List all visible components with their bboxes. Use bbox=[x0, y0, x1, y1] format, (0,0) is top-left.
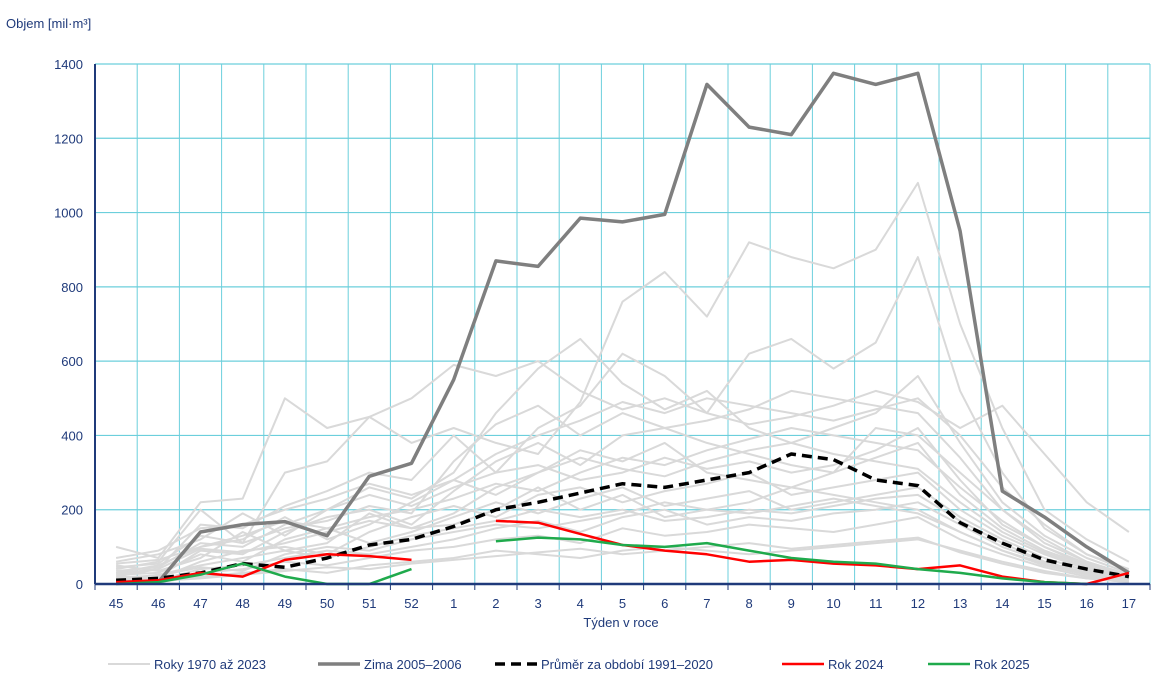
series-line-prumer bbox=[116, 452, 1130, 583]
y-tick-labels: 0 200 400 600 800 1000 1200 1400 bbox=[54, 57, 83, 592]
history-line-2 bbox=[115, 181, 1130, 571]
y-axis-title: Objem [mil·m³] bbox=[6, 16, 91, 31]
x-tick-label: 6 bbox=[661, 596, 668, 611]
y-tick-label: 1000 bbox=[54, 206, 83, 221]
x-tick-label: 49 bbox=[278, 596, 292, 611]
history-line-3 bbox=[115, 256, 1130, 578]
history-line-16 bbox=[116, 497, 1130, 582]
legend: Roky 1970 až 2023 Zima 2005–2006 Průměr za… bbox=[108, 657, 1030, 672]
x-tick-label: 15 bbox=[1037, 596, 1051, 611]
history-line-12 bbox=[116, 427, 1130, 578]
y-tick-label: 1200 bbox=[54, 131, 83, 146]
legend-label-prumer: Průměr za období 1991–2020 bbox=[541, 657, 713, 672]
history-line-17 bbox=[115, 397, 1130, 572]
x-tick-label: 4 bbox=[577, 596, 584, 611]
y-tick-label: 600 bbox=[61, 354, 83, 369]
history-line-7 bbox=[116, 471, 1130, 582]
history-line-19 bbox=[115, 441, 1130, 579]
series-line-zima bbox=[116, 71, 1130, 584]
x-tick-label: 52 bbox=[404, 596, 418, 611]
history-line-4 bbox=[115, 337, 1130, 574]
history-line-1 bbox=[115, 360, 1130, 559]
x-tick-label: 10 bbox=[826, 596, 840, 611]
x-tick-label: 47 bbox=[193, 596, 207, 611]
x-tick-label: 11 bbox=[869, 596, 883, 611]
x-tick-label: 8 bbox=[745, 596, 752, 611]
legend-label-rok2024: Rok 2024 bbox=[828, 657, 884, 672]
x-tick-label: 13 bbox=[953, 596, 967, 611]
history-line-8 bbox=[116, 486, 1130, 582]
x-tick-label: 9 bbox=[788, 596, 795, 611]
x-tick-label: 16 bbox=[1079, 596, 1093, 611]
history-line-18 bbox=[116, 536, 1129, 584]
x-tick-label: 51 bbox=[362, 596, 376, 611]
history-line-6 bbox=[115, 427, 1130, 576]
x-axis-title: Týden v roce bbox=[583, 615, 658, 630]
x-tick-label: 12 bbox=[911, 596, 925, 611]
x-tick-labels: 45 46 47 48 49 50 51 52 1 2 3 4 5 6 7 8 9 10 11 12 13 14 15 16 1… bbox=[109, 596, 1136, 611]
x-tick-label: 2 bbox=[492, 596, 499, 611]
legend-label-history: Roky 1970 až 2023 bbox=[154, 657, 266, 672]
y-tick-label: 0 bbox=[76, 577, 83, 592]
x-tick-label: 48 bbox=[235, 596, 249, 611]
y-tick-label: 400 bbox=[61, 428, 83, 443]
history-line-11 bbox=[116, 516, 1130, 582]
y-tick-label: 800 bbox=[61, 280, 83, 295]
x-tick-label: 1 bbox=[450, 596, 457, 611]
y-tick-label: 200 bbox=[61, 503, 83, 518]
history-line-15 bbox=[116, 389, 1130, 576]
x-tick-label: 7 bbox=[703, 596, 710, 611]
grid-lines bbox=[94, 63, 1151, 584]
history-lines-group bbox=[115, 181, 1130, 585]
y-tick-label: 1400 bbox=[54, 57, 83, 72]
legend-label-zima: Zima 2005–2006 bbox=[364, 657, 462, 672]
x-tick-label: 5 bbox=[619, 596, 626, 611]
x-tick-label: 50 bbox=[320, 596, 334, 611]
x-tick-label: 14 bbox=[995, 596, 1009, 611]
x-tick-label: 46 bbox=[151, 596, 165, 611]
history-line-5 bbox=[116, 427, 1130, 580]
x-tick-label: 3 bbox=[534, 596, 541, 611]
axes bbox=[94, 64, 1151, 590]
x-tick-label: 17 bbox=[1122, 596, 1136, 611]
history-line-14 bbox=[116, 538, 1129, 585]
x-tick-label: 45 bbox=[109, 596, 123, 611]
legend-label-rok2025: Rok 2025 bbox=[974, 657, 1030, 672]
